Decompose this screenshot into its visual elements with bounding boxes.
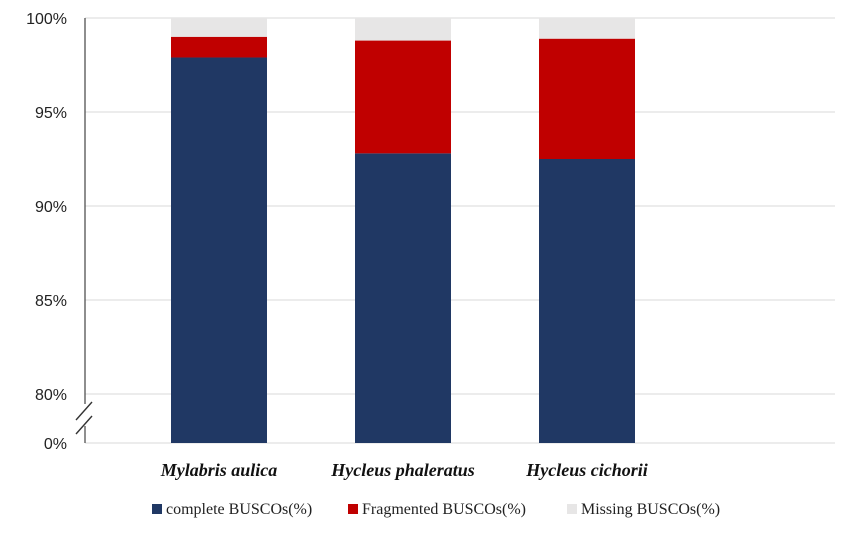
y-axis — [75, 18, 93, 443]
y-tick-label: 100% — [26, 11, 67, 28]
bar-segment — [539, 159, 635, 443]
legend-label: complete BUSCOs(%) — [166, 501, 312, 518]
y-tick-label: 80% — [35, 387, 67, 404]
bar-segment — [171, 18, 267, 37]
bar-segment — [171, 36, 267, 58]
bars — [171, 18, 635, 444]
legend-swatch — [348, 504, 358, 514]
category-label: Hycleus cichorii — [525, 460, 647, 480]
bar-segment — [355, 40, 451, 154]
y-tick-label: 95% — [35, 105, 67, 122]
legend-swatch — [567, 504, 577, 514]
axis-break-mark — [75, 415, 93, 435]
y-tick-labels: 0% 80% 85% 90% 95% 100% — [26, 11, 67, 453]
bar-segment — [539, 18, 635, 39]
y-tick-label: 0% — [44, 436, 67, 453]
legend: complete BUSCOs(%) Fragmented BUSCOs(%) Mi… — [152, 501, 720, 518]
category-labels: Mylabris aulica Hycleus phaleratus Hycleus… — [160, 460, 648, 480]
y-tick-label: 90% — [35, 199, 67, 216]
bar-segment — [355, 153, 451, 444]
category-label: Hycleus phaleratus — [330, 460, 475, 480]
category-label: Mylabris aulica — [160, 460, 278, 480]
legend-swatch — [152, 504, 162, 514]
legend-label: Fragmented BUSCOs(%) — [362, 501, 526, 518]
bar-segment — [539, 38, 635, 159]
axis-break-mark — [75, 401, 93, 421]
y-tick-label: 85% — [35, 293, 67, 310]
legend-label: Missing BUSCOs(%) — [581, 501, 720, 518]
bar-segment — [355, 18, 451, 41]
bar-segment — [171, 57, 267, 443]
